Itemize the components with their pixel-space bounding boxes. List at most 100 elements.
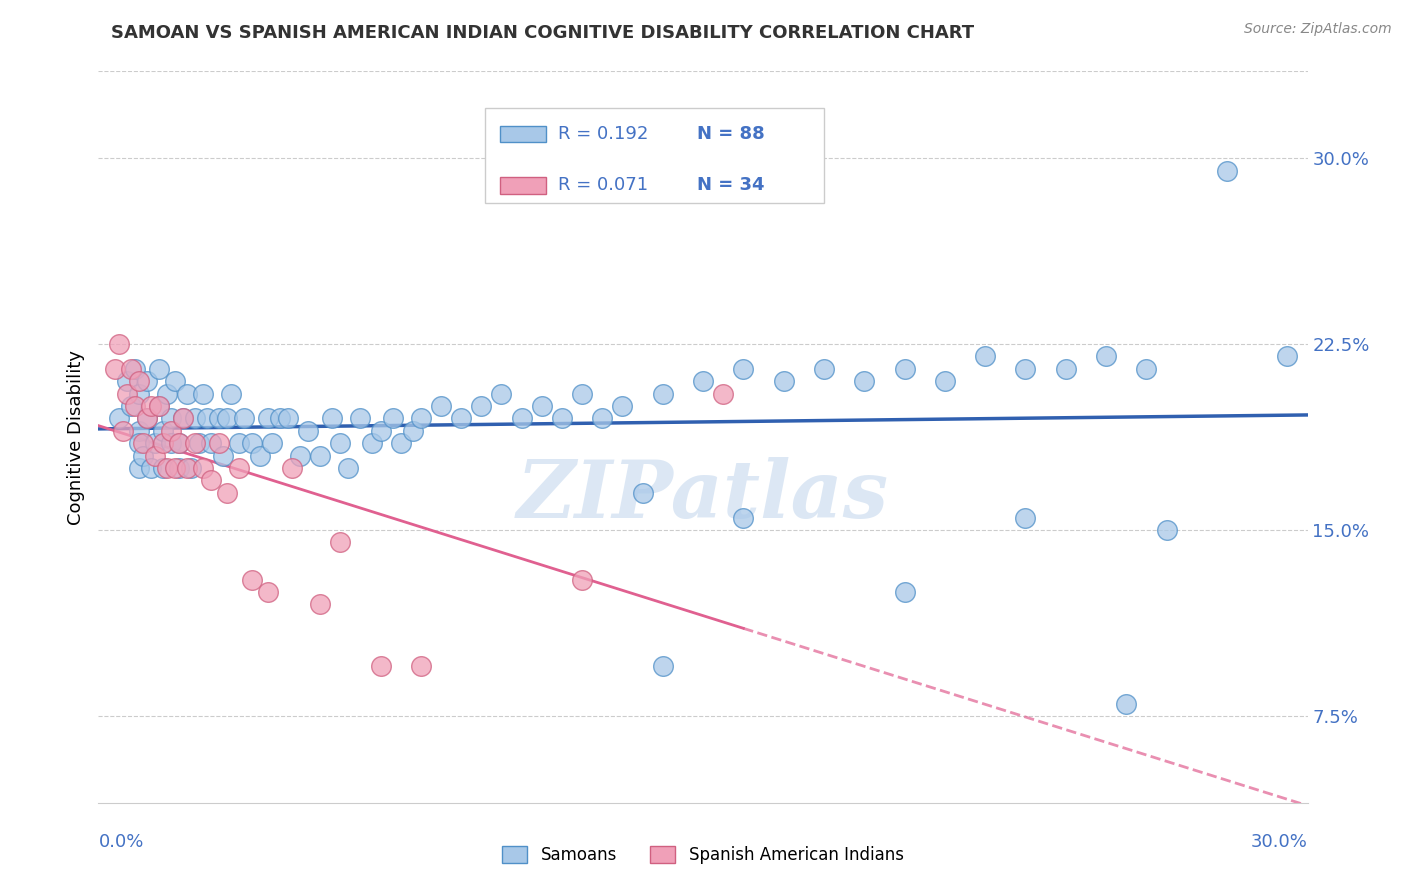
Point <box>934 374 956 388</box>
Point <box>631 486 654 500</box>
Point <box>193 386 215 401</box>
Point <box>249 449 271 463</box>
Point <box>361 436 384 450</box>
Point <box>1014 362 1036 376</box>
Point <box>111 424 134 438</box>
Point <box>120 362 142 376</box>
Point <box>135 411 157 425</box>
Point <box>1095 350 1118 364</box>
Point <box>591 411 613 425</box>
Point <box>409 411 432 425</box>
Point <box>491 386 513 401</box>
Point <box>571 386 593 401</box>
Point <box>124 362 146 376</box>
Point <box>402 424 425 438</box>
Point <box>167 436 190 450</box>
Point <box>208 411 231 425</box>
Point <box>381 411 404 425</box>
Point <box>193 461 215 475</box>
Point <box>143 449 166 463</box>
Point <box>124 399 146 413</box>
Point <box>1216 163 1239 178</box>
Point <box>212 449 235 463</box>
Point <box>309 598 332 612</box>
Point <box>571 573 593 587</box>
Point <box>974 350 997 364</box>
Point <box>148 362 170 376</box>
Point <box>813 362 835 376</box>
FancyBboxPatch shape <box>501 127 546 143</box>
FancyBboxPatch shape <box>501 178 546 194</box>
Point <box>221 386 243 401</box>
Point <box>139 461 162 475</box>
Point <box>128 424 150 438</box>
Point <box>180 461 202 475</box>
Point <box>409 659 432 673</box>
Point <box>152 461 174 475</box>
Y-axis label: Cognitive Disability: Cognitive Disability <box>66 350 84 524</box>
Point <box>337 461 360 475</box>
Point <box>297 424 319 438</box>
Point <box>160 411 183 425</box>
Point <box>1277 350 1299 364</box>
Text: Source: ZipAtlas.com: Source: ZipAtlas.com <box>1244 22 1392 37</box>
Point <box>510 411 533 425</box>
Point <box>128 461 150 475</box>
Point <box>288 449 311 463</box>
Point <box>470 399 492 413</box>
Point <box>156 386 179 401</box>
Point <box>370 424 392 438</box>
Point <box>309 449 332 463</box>
Point <box>370 659 392 673</box>
Point <box>772 374 794 388</box>
Point <box>163 461 186 475</box>
Point <box>853 374 876 388</box>
Text: 0.0%: 0.0% <box>98 832 143 851</box>
Point <box>160 424 183 438</box>
Point <box>107 337 129 351</box>
Point <box>733 510 755 524</box>
Point <box>530 399 553 413</box>
Point <box>139 399 162 413</box>
Point <box>389 436 412 450</box>
Point <box>160 436 183 450</box>
FancyBboxPatch shape <box>485 108 824 203</box>
Point <box>733 362 755 376</box>
Point <box>430 399 453 413</box>
Point <box>240 436 263 450</box>
Text: 30.0%: 30.0% <box>1251 832 1308 851</box>
Point <box>167 461 190 475</box>
Point <box>232 411 254 425</box>
Point <box>188 436 211 450</box>
Point <box>217 486 239 500</box>
Point <box>172 411 194 425</box>
Point <box>148 399 170 413</box>
Point <box>329 436 352 450</box>
Point <box>612 399 634 413</box>
Point <box>450 411 472 425</box>
Point <box>184 411 207 425</box>
Legend: Samoans, Spanish American Indians: Samoans, Spanish American Indians <box>502 846 904 864</box>
Point <box>128 386 150 401</box>
Point <box>228 436 250 450</box>
Point <box>217 411 239 425</box>
Point <box>156 461 179 475</box>
Point <box>195 411 218 425</box>
Text: ZIPatlas: ZIPatlas <box>517 457 889 534</box>
Text: N = 88: N = 88 <box>697 125 765 144</box>
Point <box>120 399 142 413</box>
Point <box>135 374 157 388</box>
Point <box>128 436 150 450</box>
Point <box>172 411 194 425</box>
Point <box>349 411 371 425</box>
Point <box>167 436 190 450</box>
Point <box>281 461 304 475</box>
Point <box>200 436 222 450</box>
Point <box>1054 362 1077 376</box>
Point <box>115 386 138 401</box>
Point <box>128 374 150 388</box>
Point <box>240 573 263 587</box>
Text: N = 34: N = 34 <box>697 177 765 194</box>
Point <box>1014 510 1036 524</box>
Point <box>1115 697 1137 711</box>
